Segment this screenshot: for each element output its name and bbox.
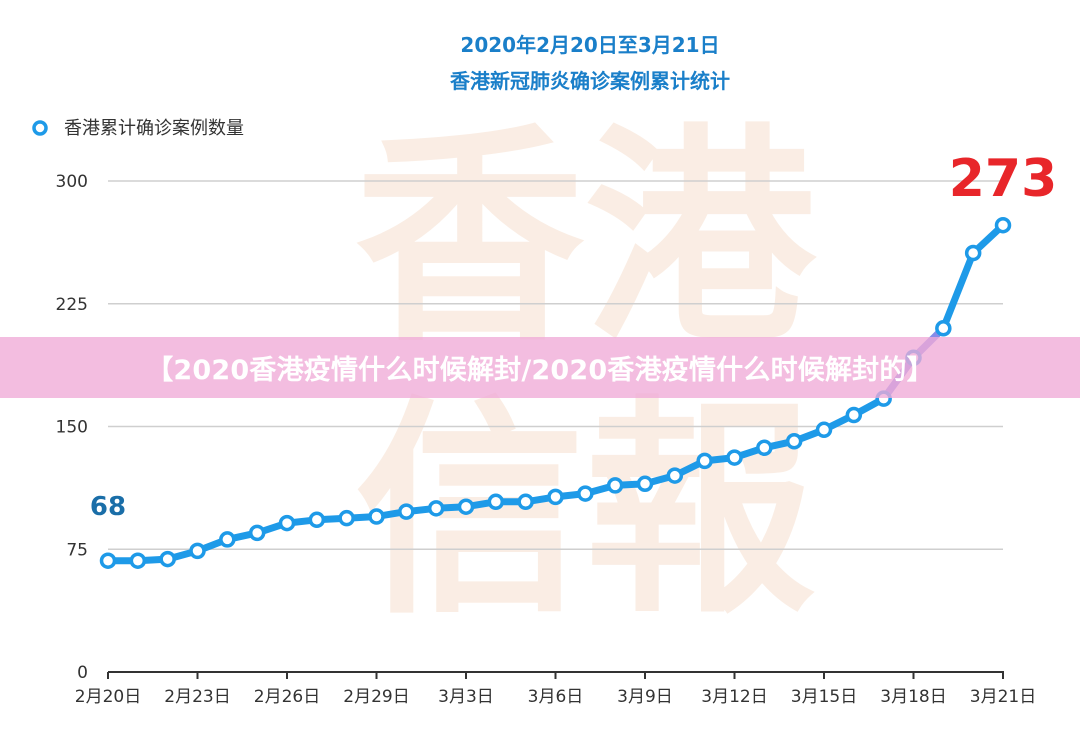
y-tick-label: 150 <box>56 418 88 438</box>
x-tick-label: 2月23日 <box>164 687 230 707</box>
legend-label: 香港累计确诊案例数量 <box>64 118 244 139</box>
x-axis: 2月20日 2月23日 2月26日 2月29日 3月3日 3月6日 3月9日 3月12日 3月1… <box>75 672 1036 707</box>
data-point <box>398 503 415 520</box>
data-point <box>636 475 654 493</box>
data-point <box>666 467 684 484</box>
data-point <box>696 452 713 470</box>
data-point <box>756 439 773 457</box>
x-tick-label: 3月9日 <box>617 687 673 707</box>
data-point <box>487 493 505 511</box>
x-tick-label: 3月3日 <box>438 687 494 707</box>
y-tick-label: 225 <box>56 295 88 315</box>
data-point <box>517 493 534 511</box>
data-point <box>547 488 564 506</box>
data-point <box>815 421 833 439</box>
data-points <box>99 216 1012 569</box>
data-point <box>457 498 475 515</box>
chart-title: 2020年2月20日至3月21日 <box>460 33 719 57</box>
x-tick-label: 2月20日 <box>75 687 141 707</box>
data-point <box>99 552 117 569</box>
x-tick-label: 3月15日 <box>791 687 857 707</box>
x-tick-label: 3月6日 <box>528 687 584 707</box>
start-value-label: 68 <box>90 492 126 522</box>
data-point <box>129 552 147 569</box>
y-tick-label: 0 <box>77 663 88 683</box>
legend: 香港累计确诊案例数量 <box>32 118 244 139</box>
end-value-label: 273 <box>949 149 1058 209</box>
legend-marker <box>32 120 48 136</box>
banner-text: 【2020香港疫情什么时候解封/2020香港疫情什么时候解封的】 <box>146 355 934 386</box>
data-point <box>606 477 624 494</box>
x-tick-label: 2月26日 <box>254 687 320 707</box>
data-point <box>248 524 266 542</box>
data-point <box>935 320 952 337</box>
data-point <box>219 531 236 548</box>
y-axis: 0 75 150 225 300 <box>56 172 88 683</box>
data-point <box>427 500 445 517</box>
data-point <box>994 216 1012 234</box>
y-tick-label: 300 <box>56 172 88 192</box>
x-tick-label: 3月18日 <box>880 687 946 707</box>
watermark: 香港 信報 <box>355 106 817 645</box>
grid <box>108 180 1003 550</box>
chart-subtitle: 香港新冠肺炎确诊案例累计统计 <box>450 69 730 93</box>
data-point <box>159 550 176 568</box>
data-point <box>338 509 355 527</box>
data-point <box>577 485 594 502</box>
x-tick-label: 2月29日 <box>343 687 409 707</box>
data-point <box>964 244 982 262</box>
title-banner: 【2020香港疫情什么时候解封/2020香港疫情什么时候解封的】 <box>0 337 1080 398</box>
data-point <box>785 432 803 450</box>
data-point <box>368 508 385 525</box>
data-point <box>189 542 206 560</box>
data-point <box>845 406 863 424</box>
y-tick-label: 75 <box>66 540 88 560</box>
data-point <box>726 449 743 466</box>
x-tick-label: 3月21日 <box>970 687 1036 707</box>
x-tick-label: 3月12日 <box>701 687 767 707</box>
data-point <box>278 514 296 532</box>
watermark-top: 香港 <box>355 106 817 373</box>
data-point <box>308 511 326 529</box>
